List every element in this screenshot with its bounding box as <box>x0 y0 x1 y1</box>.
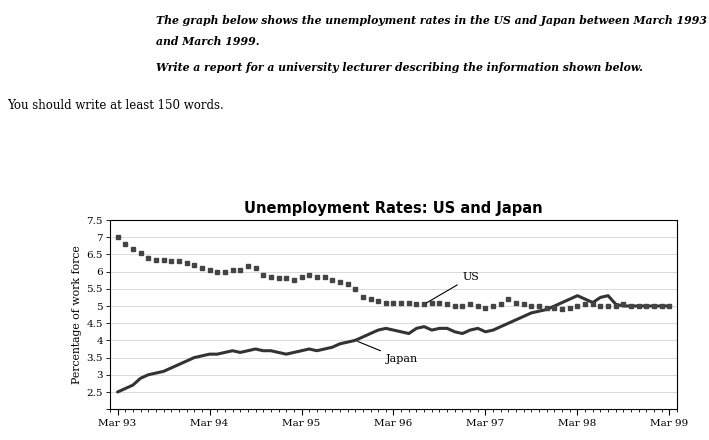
Title: Unemployment Rates: US and Japan: Unemployment Rates: US and Japan <box>244 201 543 216</box>
Text: Write a report for a university lecturer describing the information shown below.: Write a report for a university lecturer… <box>156 62 643 73</box>
Y-axis label: Percentage of work force: Percentage of work force <box>72 245 82 384</box>
Text: US: US <box>427 272 479 303</box>
Text: and March 1999.: and March 1999. <box>156 36 259 47</box>
Text: Japan: Japan <box>358 341 418 364</box>
Text: You should write at least 150 words.: You should write at least 150 words. <box>7 99 224 112</box>
Text: The graph below shows the unemployment rates in the US and Japan between March 1: The graph below shows the unemployment r… <box>156 15 707 26</box>
